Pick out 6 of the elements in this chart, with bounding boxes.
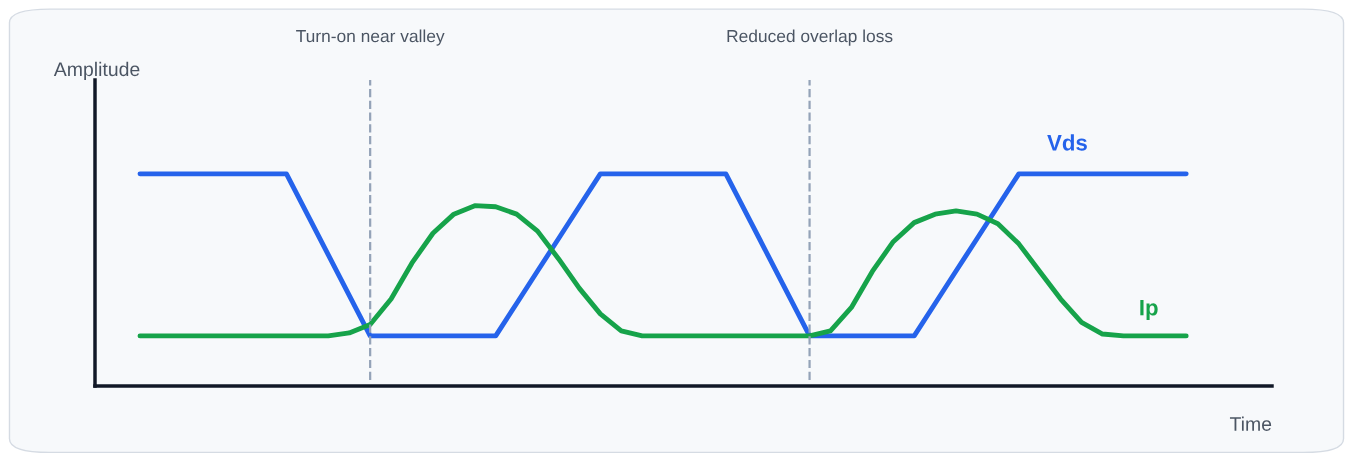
text: Reduced overlap loss bbox=[727, 29, 893, 46]
x-axis-title: Time bbox=[1229, 416, 1272, 431]
series-label: Ip bbox=[1140, 300, 1158, 320]
text: Turn-on near valley bbox=[296, 29, 445, 46]
series-label: Vds bbox=[1047, 134, 1087, 151]
y-axis-title: Amplitude bbox=[53, 61, 140, 80]
